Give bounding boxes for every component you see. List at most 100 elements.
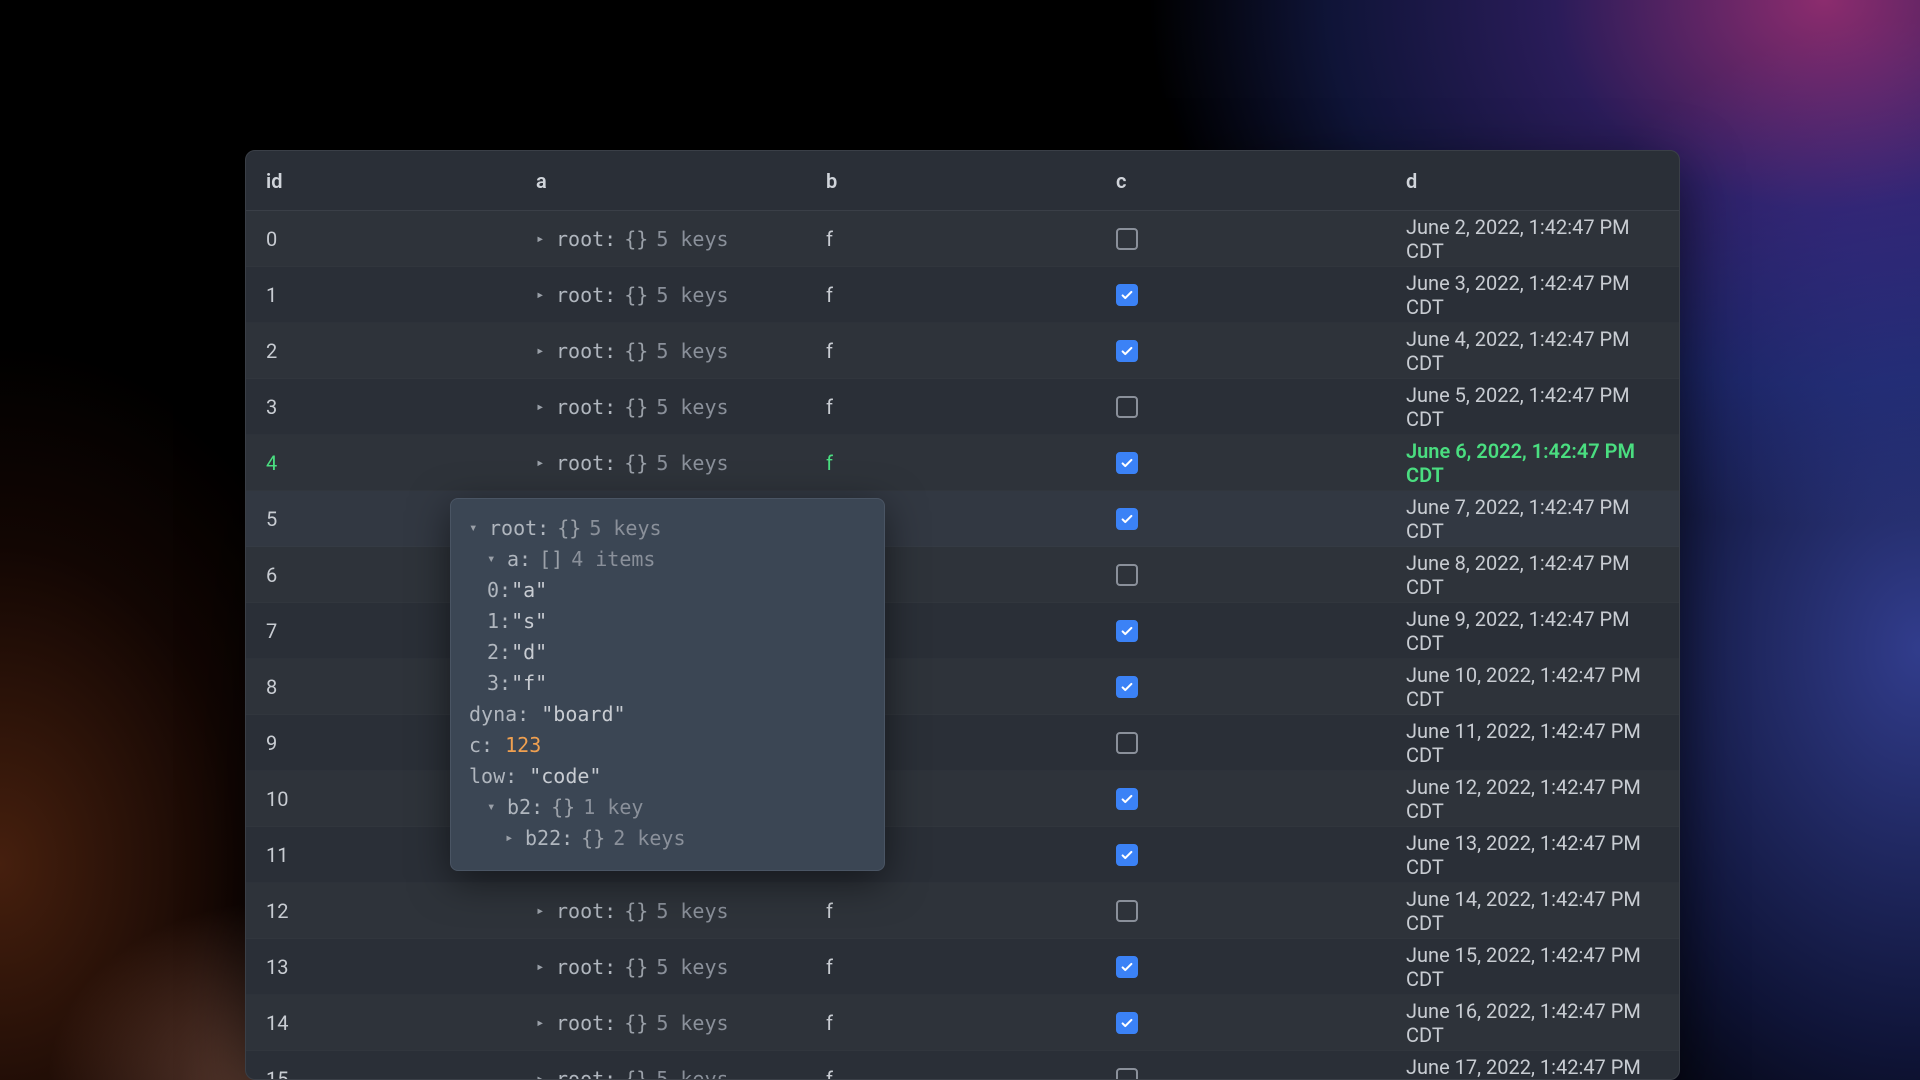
cell-json[interactable]: root:{}5 keys xyxy=(536,395,826,419)
cell-checkbox[interactable] xyxy=(1116,900,1406,922)
cell-json[interactable]: root:{}5 keys xyxy=(536,899,826,923)
cell-checkbox[interactable] xyxy=(1116,284,1406,306)
checkbox[interactable] xyxy=(1116,844,1138,866)
cell-json[interactable]: root: {} 5 keys xyxy=(536,283,826,307)
tree-array-item[interactable]: 1: "s" xyxy=(469,606,866,637)
cell-checkbox[interactable] xyxy=(1116,340,1406,362)
chevron-right-icon[interactable] xyxy=(536,343,550,359)
tree-value: "board" xyxy=(541,699,625,730)
tree-brace: {} xyxy=(624,283,648,307)
chevron-right-icon[interactable] xyxy=(505,823,519,854)
tree-node-dyna[interactable]: dyna: "board" xyxy=(469,699,866,730)
checkbox[interactable] xyxy=(1116,620,1138,642)
tree-array-item[interactable]: 0: "a" xyxy=(469,575,866,606)
tree-count: 5 keys xyxy=(656,339,728,363)
chevron-right-icon[interactable] xyxy=(536,1015,550,1031)
table-row[interactable]: 15root:{}5 keysfJune 17, 2022, 1:42:47 P… xyxy=(246,1051,1679,1080)
checkbox[interactable] xyxy=(1116,452,1138,474)
table-row[interactable]: 0root:{}5 keysfJune 2, 2022, 1:42:47 PM … xyxy=(246,211,1679,267)
chevron-down-icon[interactable] xyxy=(469,513,483,544)
column-header-id[interactable]: id xyxy=(266,169,536,193)
tree-count: 5 keys xyxy=(656,227,728,251)
cell-json[interactable]: root:{}5 keys xyxy=(536,451,826,475)
tree-key: root: xyxy=(556,395,616,419)
cell-checkbox[interactable] xyxy=(1116,396,1406,418)
cell-checkbox[interactable] xyxy=(1116,956,1406,978)
tree-node-low[interactable]: low: "code" xyxy=(469,761,866,792)
checkbox[interactable] xyxy=(1116,228,1138,250)
checkbox[interactable] xyxy=(1116,396,1138,418)
table-row[interactable]: 2root:{}5 keysfJune 4, 2022, 1:42:47 PM … xyxy=(246,323,1679,379)
cell-checkbox[interactable] xyxy=(1116,676,1406,698)
cell-checkbox[interactable] xyxy=(1116,508,1406,530)
column-header-b[interactable]: b xyxy=(826,169,1116,193)
chevron-right-icon[interactable] xyxy=(536,399,550,415)
checkbox[interactable] xyxy=(1116,956,1138,978)
table-row[interactable]: 13root:{}5 keysfJune 15, 2022, 1:42:47 P… xyxy=(246,939,1679,995)
tree-index: 1: xyxy=(487,606,511,637)
checkbox[interactable] xyxy=(1116,564,1138,586)
cell-json[interactable]: root:{}5 keys xyxy=(536,339,826,363)
cell-json[interactable]: root:{}5 keys xyxy=(536,1067,826,1080)
cell-checkbox[interactable] xyxy=(1116,564,1406,586)
json-tree-popover: root: {} 5 keys a: [] 4 items 0: "a"1: "… xyxy=(450,498,885,871)
chevron-right-icon[interactable] xyxy=(536,287,550,303)
cell-json[interactable]: root:{}5 keys xyxy=(536,1011,826,1035)
chevron-right-icon[interactable] xyxy=(536,903,550,919)
cell-checkbox[interactable] xyxy=(1116,788,1406,810)
table-row[interactable]: 4root:{}5 keysfJune 6, 2022, 1:42:47 PM … xyxy=(246,435,1679,491)
cell-date: June 6, 2022, 1:42:47 PM CDT xyxy=(1406,439,1659,487)
column-header-d[interactable]: d xyxy=(1406,169,1659,193)
chevron-down-icon[interactable] xyxy=(487,792,501,823)
tree-key: root: xyxy=(556,227,616,251)
tree-array-item[interactable]: 2: "d" xyxy=(469,637,866,668)
chevron-right-icon[interactable] xyxy=(536,455,550,471)
chevron-right-icon[interactable] xyxy=(536,1071,550,1080)
checkbox[interactable] xyxy=(1116,284,1138,306)
cell-json[interactable]: root:{}5 keys xyxy=(536,955,826,979)
checkbox[interactable] xyxy=(1116,732,1138,754)
checkbox[interactable] xyxy=(1116,508,1138,530)
column-header-c[interactable]: c xyxy=(1116,169,1406,193)
tree-node-a[interactable]: a: [] 4 items xyxy=(469,544,866,575)
cell-date: June 14, 2022, 1:42:47 PM CDT xyxy=(1406,887,1659,935)
checkbox[interactable] xyxy=(1116,788,1138,810)
cell-checkbox[interactable] xyxy=(1116,732,1406,754)
checkbox[interactable] xyxy=(1116,1012,1138,1034)
cell-checkbox[interactable] xyxy=(1116,620,1406,642)
tree-key: root: xyxy=(556,283,616,307)
checkbox[interactable] xyxy=(1116,340,1138,362)
cell-id: 3 xyxy=(266,395,536,419)
chevron-down-icon[interactable] xyxy=(487,544,501,575)
checkbox[interactable] xyxy=(1116,900,1138,922)
tree-array-item[interactable]: 3: "f" xyxy=(469,668,866,699)
tree-node-c[interactable]: c: 123 xyxy=(469,730,866,761)
chevron-right-icon[interactable] xyxy=(536,959,550,975)
chevron-right-icon[interactable] xyxy=(536,231,550,247)
checkbox[interactable] xyxy=(1116,1068,1138,1080)
tree-key: root: xyxy=(556,955,616,979)
table-row[interactable]: 12root:{}5 keysfJune 14, 2022, 1:42:47 P… xyxy=(246,883,1679,939)
cell-b: f xyxy=(826,955,1116,979)
tree-value: "f" xyxy=(511,668,547,699)
cell-checkbox[interactable] xyxy=(1116,228,1406,250)
cell-id: 1 xyxy=(266,283,536,307)
cell-checkbox[interactable] xyxy=(1116,1068,1406,1080)
cell-json[interactable]: root:{}5 keys xyxy=(536,227,826,251)
cell-checkbox[interactable] xyxy=(1116,452,1406,474)
cell-date: June 16, 2022, 1:42:47 PM CDT xyxy=(1406,999,1659,1047)
tree-node-b2[interactable]: b2: {} 1 key xyxy=(469,792,866,823)
table-row[interactable]: 3root:{}5 keysfJune 5, 2022, 1:42:47 PM … xyxy=(246,379,1679,435)
checkbox[interactable] xyxy=(1116,676,1138,698)
tree-count: 5 keys xyxy=(656,283,728,307)
column-header-a[interactable]: a xyxy=(536,169,826,193)
cell-date: June 4, 2022, 1:42:47 PM CDT xyxy=(1406,327,1659,375)
cell-date: June 13, 2022, 1:42:47 PM CDT xyxy=(1406,831,1659,879)
cell-checkbox[interactable] xyxy=(1116,1012,1406,1034)
cell-checkbox[interactable] xyxy=(1116,844,1406,866)
table-row[interactable]: 14root:{}5 keysfJune 16, 2022, 1:42:47 P… xyxy=(246,995,1679,1051)
tree-node-root[interactable]: root: {} 5 keys xyxy=(469,513,866,544)
tree-node-b22[interactable]: b22: {} 2 keys xyxy=(469,823,866,854)
table-row[interactable]: 1root:{}5 keysfJune 3, 2022, 1:42:47 PM … xyxy=(246,267,1679,323)
cell-id: 14 xyxy=(266,1011,536,1035)
